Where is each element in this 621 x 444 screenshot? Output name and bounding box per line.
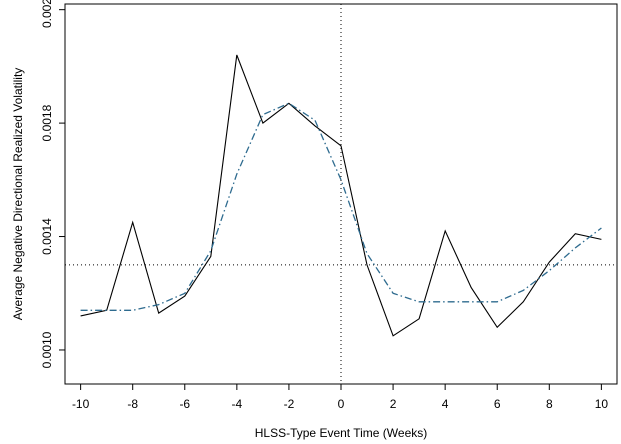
y-tick-label: 0.0014 [40,218,54,255]
reference-lines [65,4,617,384]
x-tick-label: -6 [179,397,190,411]
x-tick-label: -8 [127,397,138,411]
y-tick-label: 0.0010 [40,331,54,368]
x-tick-label: 0 [338,397,345,411]
x-tick-label: 6 [494,397,501,411]
y-axis: 0.0010 0.0014 0.0018 0.0022 [40,0,66,368]
series-line-2 [80,102,602,311]
x-tick-label: -10 [72,397,90,411]
series-layer [80,54,602,337]
y-tick-label: 0.0022 [40,0,54,28]
x-tick-label: -2 [284,397,295,411]
x-axis: -10 -8 -6 -4 -2 0 2 4 6 8 10 [72,383,609,411]
series-line-1 [80,54,602,337]
x-tick-label: 8 [546,397,553,411]
x-axis-label: HLSS-Type Event Time (Weeks) [255,426,428,440]
y-axis-label: Average Negative Directional Realized Vo… [11,68,25,321]
x-tick-label: 10 [595,397,609,411]
x-tick-label: -4 [232,397,243,411]
y-tick-label: 0.0018 [40,104,54,141]
x-tick-label: 4 [442,397,449,411]
x-tick-label: 2 [390,397,397,411]
